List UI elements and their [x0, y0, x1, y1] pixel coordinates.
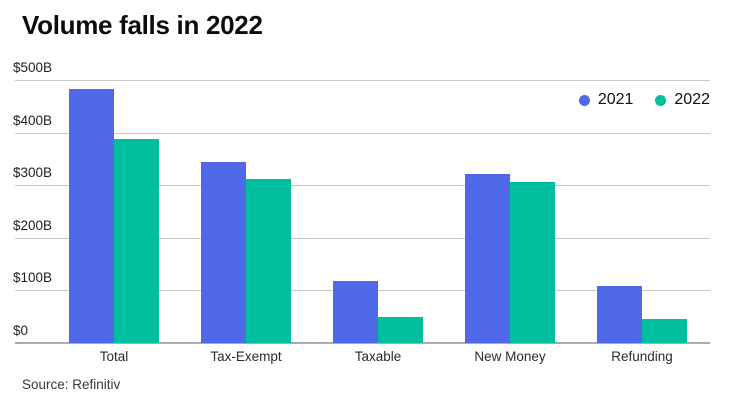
- bar-2021-refunding: [597, 286, 642, 343]
- gridline: [15, 80, 710, 81]
- legend-label-2022: 2022: [674, 91, 710, 108]
- gridline: [15, 185, 710, 187]
- x-axis-baseline: [15, 342, 710, 344]
- y-tick-label: $0: [13, 323, 29, 338]
- bar-2022-new-money: [510, 181, 555, 343]
- x-tick-label-taxable: Taxable: [354, 349, 402, 364]
- x-tick-label-new-money: New Money: [474, 349, 546, 364]
- legend-label-2021: 2021: [597, 91, 634, 108]
- legend-item-2021: 2021: [578, 91, 634, 109]
- bar-2022-total: [114, 139, 159, 343]
- chart-title: Volume falls in 2022: [22, 10, 263, 40]
- x-tick-label-total: Total: [99, 349, 129, 364]
- y-tick-label: $500B: [13, 60, 53, 75]
- bar-2022-tax-exempt: [246, 179, 291, 343]
- bar-2021-taxable: [333, 281, 378, 343]
- y-tick-label: $100B: [13, 270, 53, 286]
- gridline: [15, 237, 710, 239]
- plot-area: $500B $400B $300B $200B $100B $0: [13, 60, 710, 344]
- x-tick-label-refunding: Refunding: [611, 349, 673, 364]
- bar-2021-new-money: [465, 174, 510, 343]
- bar-2022-refunding: [642, 319, 687, 343]
- gridline: [15, 132, 710, 134]
- y-tick-label: $400B: [13, 112, 53, 128]
- bar-2021-total: [69, 88, 114, 343]
- bar-2022-taxable: [378, 316, 423, 343]
- legend-dot-2021: [578, 94, 590, 106]
- legend: 2021 2022: [578, 91, 710, 109]
- legend-dot-2022: [655, 94, 667, 106]
- legend-item-2022: 2022: [655, 91, 710, 109]
- source-note: Source: Refinitiv: [22, 377, 121, 392]
- y-tick-label: $200B: [13, 217, 53, 233]
- x-tick-label-tax-exempt: Tax-Exempt: [210, 349, 282, 364]
- y-tick-label: $300B: [13, 165, 53, 181]
- bar-2021-tax-exempt: [201, 161, 246, 343]
